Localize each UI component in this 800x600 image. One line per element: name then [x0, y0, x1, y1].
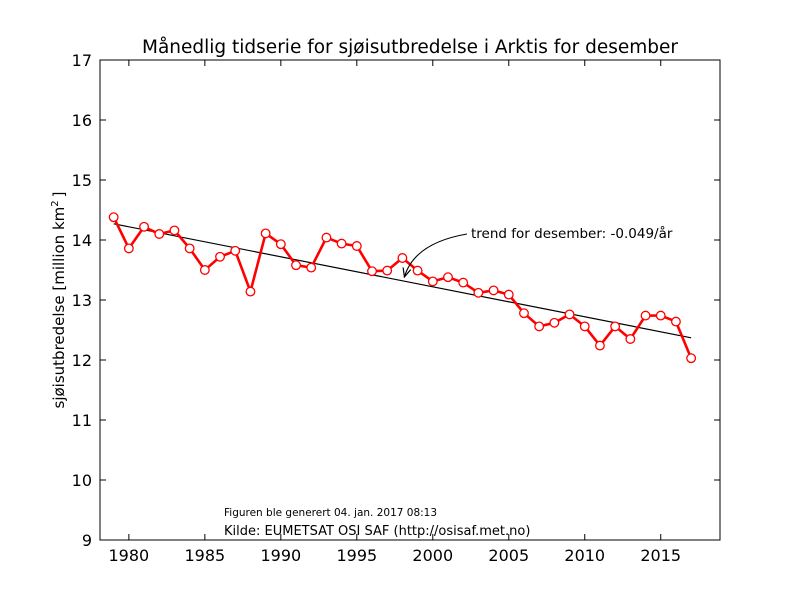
data-point: [260, 228, 271, 239]
data-point: [275, 239, 286, 250]
trend-annotation-arrow: [404, 233, 468, 277]
x-tick-label: 2015: [640, 546, 681, 565]
data-point: [412, 265, 423, 276]
plot-area: 9 10 11 12 13 14 15 16 17 1980 1985 1990 1995 2000 200…: [72, 51, 720, 565]
y-tick-label: 17: [72, 51, 92, 70]
x-tick-label: 1985: [184, 546, 225, 565]
data-point: [458, 277, 469, 288]
data-point: [503, 289, 514, 300]
x-tick-label: 2010: [564, 546, 605, 565]
data-point: [625, 334, 636, 344]
data-point: [230, 245, 241, 256]
y-tick-label: 15: [72, 171, 92, 190]
trend-annotation-text: trend for desember: -0.049/år: [471, 225, 673, 242]
y-tick-label: 9: [82, 531, 92, 550]
data-point: [519, 308, 529, 319]
data-point: [443, 272, 453, 283]
y-axis-label: sjøisutbredelse [million km2]: [50, 192, 68, 409]
data-point: [336, 238, 347, 249]
data-point: [686, 353, 697, 364]
data-point: [108, 212, 119, 223]
chart-title: Månedlig tidserie for sjøisutbredelse i …: [142, 37, 678, 58]
data-point: [351, 241, 362, 251]
data-point: [245, 286, 256, 297]
trend-line: [113, 223, 692, 339]
data-point: [640, 310, 651, 321]
data-point: [306, 262, 317, 273]
y-tick-label: 13: [72, 291, 92, 310]
data-point: [595, 340, 605, 351]
y-tick-label: 16: [72, 111, 92, 130]
data-point: [473, 287, 484, 298]
data-point: [610, 321, 621, 332]
y-tick-label: 10: [72, 471, 92, 490]
data-point: [154, 229, 165, 239]
y-axis-label-main: sjøisutbredelse [million km: [50, 207, 68, 409]
data-point: [549, 317, 560, 328]
y-tick-label: 14: [72, 231, 92, 250]
data-point: [655, 310, 666, 321]
y-axis-label-superscript: 2: [50, 200, 61, 206]
x-tick-label: 1980: [109, 546, 150, 565]
x-tick-label: 2005: [488, 546, 529, 565]
x-tick-label: 1995: [336, 546, 377, 565]
data-point: [397, 253, 408, 263]
footer-source-text: Kilde: EUMETSAT OSI SAF (http://osisaf.m…: [224, 524, 530, 539]
x-tick-label: 2000: [412, 546, 453, 565]
data-point: [564, 309, 575, 320]
data-point: [169, 225, 180, 236]
x-tick-label: 1990: [260, 546, 301, 565]
data-point: [367, 266, 377, 277]
data-point: [534, 321, 545, 332]
data-point: [184, 243, 195, 254]
data-point: [382, 265, 393, 276]
y-tick-label: 11: [72, 411, 92, 430]
y-axis-label-end: ]: [50, 192, 68, 198]
data-point: [291, 260, 301, 271]
data-point: [199, 265, 210, 275]
data-point: [321, 232, 332, 243]
data-point: [670, 316, 681, 327]
plot-frame: [99, 59, 721, 541]
data-point: [123, 243, 134, 254]
data-point: [579, 321, 590, 332]
data-point: [427, 276, 438, 287]
footer-generated-text: Figuren ble generert 04. jan. 2017 08:13: [224, 507, 437, 519]
data-point: [215, 251, 225, 262]
y-tick-label: 12: [72, 351, 92, 370]
data-point: [488, 285, 499, 296]
data-point: [139, 221, 150, 232]
